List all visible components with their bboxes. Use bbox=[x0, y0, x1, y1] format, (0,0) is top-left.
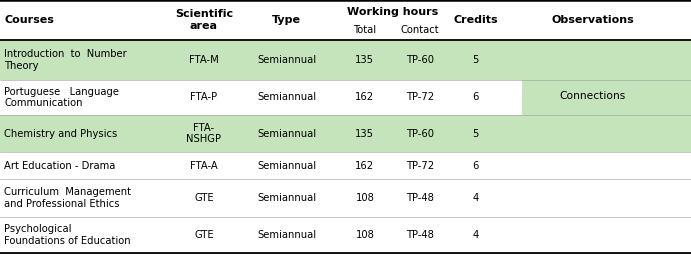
Text: TP-60: TP-60 bbox=[406, 128, 434, 139]
Text: 108: 108 bbox=[355, 193, 375, 203]
Text: Semiannual: Semiannual bbox=[257, 193, 316, 203]
Text: 5: 5 bbox=[472, 128, 479, 139]
Bar bbox=[0, 40, 522, 80]
Text: 135: 135 bbox=[355, 128, 375, 139]
Text: TP-60: TP-60 bbox=[406, 55, 434, 65]
Text: 5: 5 bbox=[472, 55, 479, 65]
Text: FTA-
NSHGP: FTA- NSHGP bbox=[187, 123, 221, 144]
Bar bbox=[0, 115, 522, 152]
Text: Portuguese   Language
Communication: Portuguese Language Communication bbox=[4, 87, 119, 108]
Text: TP-48: TP-48 bbox=[406, 230, 434, 240]
Text: 135: 135 bbox=[355, 55, 375, 65]
Text: Connections: Connections bbox=[560, 91, 626, 101]
Text: Credits: Credits bbox=[453, 15, 498, 25]
Text: TP-48: TP-48 bbox=[406, 193, 434, 203]
Text: Total: Total bbox=[353, 25, 377, 35]
Text: Semiannual: Semiannual bbox=[257, 128, 316, 139]
Text: Type: Type bbox=[272, 15, 301, 25]
Text: 4: 4 bbox=[472, 193, 479, 203]
Text: 108: 108 bbox=[355, 230, 375, 240]
Text: 6: 6 bbox=[472, 92, 479, 102]
Text: Scientific
area: Scientific area bbox=[175, 9, 233, 31]
Text: GTE: GTE bbox=[194, 230, 214, 240]
Text: Curriculum  Management
and Professional Ethics: Curriculum Management and Professional E… bbox=[4, 187, 131, 209]
Text: FTA-P: FTA-P bbox=[190, 92, 218, 102]
Text: 162: 162 bbox=[355, 161, 375, 171]
Text: Contact: Contact bbox=[401, 25, 439, 35]
Bar bbox=[522, 115, 691, 152]
Text: Semiannual: Semiannual bbox=[257, 92, 316, 102]
Text: Semiannual: Semiannual bbox=[257, 55, 316, 65]
Text: TP-72: TP-72 bbox=[406, 161, 434, 171]
Bar bbox=[522, 80, 691, 115]
Text: Art Education - Drama: Art Education - Drama bbox=[4, 161, 115, 171]
Text: 6: 6 bbox=[472, 161, 479, 171]
Text: 4: 4 bbox=[472, 230, 479, 240]
Text: 162: 162 bbox=[355, 92, 375, 102]
Text: TP-72: TP-72 bbox=[406, 92, 434, 102]
Text: Courses: Courses bbox=[4, 15, 54, 25]
Bar bbox=[522, 40, 691, 80]
Text: Observations: Observations bbox=[551, 15, 634, 25]
Text: Introduction  to  Number
Theory: Introduction to Number Theory bbox=[4, 49, 127, 71]
Text: Psychological
Foundations of Education: Psychological Foundations of Education bbox=[4, 224, 131, 246]
Text: FTA-A: FTA-A bbox=[190, 161, 218, 171]
Text: GTE: GTE bbox=[194, 193, 214, 203]
Text: Chemistry and Physics: Chemistry and Physics bbox=[4, 128, 117, 139]
Text: Working hours: Working hours bbox=[347, 7, 438, 17]
Text: Semiannual: Semiannual bbox=[257, 161, 316, 171]
Text: FTA-M: FTA-M bbox=[189, 55, 219, 65]
Text: Semiannual: Semiannual bbox=[257, 230, 316, 240]
